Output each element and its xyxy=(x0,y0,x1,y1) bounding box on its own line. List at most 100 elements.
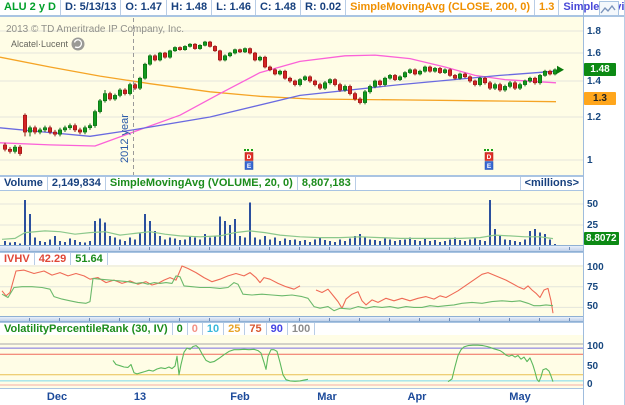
candle xyxy=(238,49,243,53)
volume-bar xyxy=(448,239,452,245)
time-axis[interactable]: Dec 13 Feb Mar Apr May xyxy=(0,389,583,405)
candle xyxy=(243,48,248,53)
header-cell-0[interactable]: ALU 2 y D xyxy=(0,0,61,15)
candle xyxy=(402,72,407,78)
candle xyxy=(437,68,442,73)
vpr-header-cell-0[interactable]: VolatilityPercentileRank (30, IV) xyxy=(0,323,173,336)
candle xyxy=(208,41,213,47)
candle xyxy=(173,47,178,52)
candle xyxy=(88,125,93,129)
volume-header-cell-3[interactable]: 8,807,183 xyxy=(298,177,356,190)
header-cell-1[interactable]: D: 5/13/13 xyxy=(61,0,122,15)
vpr-axis-label: 100 xyxy=(587,341,604,352)
volume-bar xyxy=(28,214,32,245)
ivhv-pane[interactable] xyxy=(0,265,583,316)
vpr-header-cell-2[interactable]: 0 xyxy=(188,323,203,336)
candle xyxy=(148,55,153,65)
ivhv-header-cell-2[interactable]: 51.64 xyxy=(71,253,108,266)
dividend-marker-icon[interactable] xyxy=(244,152,254,161)
candle xyxy=(457,73,462,79)
header-cell-3[interactable]: H: 1.48 xyxy=(167,0,213,15)
volume-bar xyxy=(103,222,107,245)
volume-bar xyxy=(193,237,197,245)
candle xyxy=(552,69,557,75)
header-cell-5[interactable]: C: 1.48 xyxy=(256,0,302,15)
splitter-tick xyxy=(359,318,360,321)
volume-bar xyxy=(268,239,272,245)
earnings-letter: E xyxy=(487,163,492,170)
earnings-marker-icon[interactable] xyxy=(244,161,254,170)
splitter-tick xyxy=(209,318,210,321)
ivhv-header-cell-0[interactable]: IVHV xyxy=(0,253,35,266)
volume-bar xyxy=(108,235,112,245)
header-cell-7[interactable]: SimpleMovingAvg (CLOSE, 200, 0) xyxy=(346,0,536,15)
candle xyxy=(302,76,307,80)
header-cell-2[interactable]: O: 1.47 xyxy=(121,0,168,15)
volume-header-cell-1[interactable]: 2,149,834 xyxy=(48,177,106,190)
month-label-may: May xyxy=(509,391,531,403)
pane-splitter[interactable] xyxy=(0,245,624,252)
volume-bar xyxy=(83,242,87,245)
candle xyxy=(492,84,497,89)
candle xyxy=(253,52,258,61)
vpr-header-cell-3[interactable]: 10 xyxy=(203,323,225,336)
vpr-header-cell-5[interactable]: 75 xyxy=(245,323,267,336)
month-label-13: 13 xyxy=(133,391,147,403)
volume-bar xyxy=(528,230,532,245)
vpr-header-cell-1[interactable]: 0 xyxy=(173,323,188,336)
vpr-pane[interactable] xyxy=(0,335,583,389)
candle xyxy=(128,84,133,94)
candle xyxy=(68,125,73,129)
month-label-mar: Mar xyxy=(317,391,337,403)
price-pane[interactable]: 2013 © TD Ameritrade IP Company, Inc. Al… xyxy=(0,17,583,176)
volume-bar xyxy=(363,237,367,245)
candle xyxy=(57,129,62,135)
vpr-header-cell-7[interactable]: 100 xyxy=(288,323,316,336)
price-axis-label: 1.2 xyxy=(587,112,601,123)
candle xyxy=(78,129,83,133)
volume-pane[interactable] xyxy=(0,191,583,245)
volume-bar xyxy=(128,237,132,245)
vpr-header-cell-6[interactable]: 90 xyxy=(267,323,288,336)
earnings-marker-icon[interactable] xyxy=(484,161,494,170)
candle xyxy=(357,98,362,103)
volume-bar xyxy=(258,239,262,245)
splitter-tick xyxy=(569,247,570,250)
candle xyxy=(337,84,342,91)
candle xyxy=(387,75,392,79)
candle xyxy=(447,69,452,76)
ivhv-header-cell-1[interactable]: 42.29 xyxy=(35,253,72,266)
copyright-watermark: 2013 © TD Ameritrade IP Company, Inc. xyxy=(6,24,185,35)
price-axis-column[interactable]: 1.8 1.6 1.4 1.2 1 1.48 1.3 50 25 8.8072 100 75 50 100… xyxy=(584,17,624,390)
candle xyxy=(228,52,233,57)
candle xyxy=(37,129,42,133)
vpr-header-cell-4[interactable]: 25 xyxy=(224,323,246,336)
volume-header-cell-2[interactable]: SimpleMovingAvg (VOLUME, 20, 0) xyxy=(106,177,298,190)
chart-style-button[interactable] xyxy=(599,1,619,16)
volume-bar xyxy=(548,239,552,245)
vpr-axis-label: 50 xyxy=(587,361,599,372)
pane-splitter[interactable] xyxy=(0,316,624,322)
splitter-tick xyxy=(119,247,120,250)
header-cell-6[interactable]: R: 0.02 xyxy=(301,0,347,15)
volume-bar xyxy=(18,243,22,245)
volume-header-cell-0[interactable]: Volume xyxy=(0,177,48,190)
splitter-tick xyxy=(509,318,510,321)
candle xyxy=(83,127,88,133)
candle xyxy=(377,80,382,85)
volume-bar xyxy=(338,239,342,245)
price-axis-label: 1.4 xyxy=(587,76,601,87)
candle xyxy=(198,44,203,49)
candle xyxy=(287,77,292,82)
candle xyxy=(108,93,113,100)
volume-bar xyxy=(463,240,467,245)
candle xyxy=(153,55,158,61)
dividend-marker-icon[interactable] xyxy=(484,152,494,161)
price-value-badge: 1.48 xyxy=(584,63,616,76)
header-cell-4[interactable]: L: 1.46 xyxy=(212,0,256,15)
header-cell-8[interactable]: 1.3 xyxy=(535,0,560,15)
candle xyxy=(322,82,327,89)
candle xyxy=(93,111,98,126)
volume-bar xyxy=(238,235,242,245)
